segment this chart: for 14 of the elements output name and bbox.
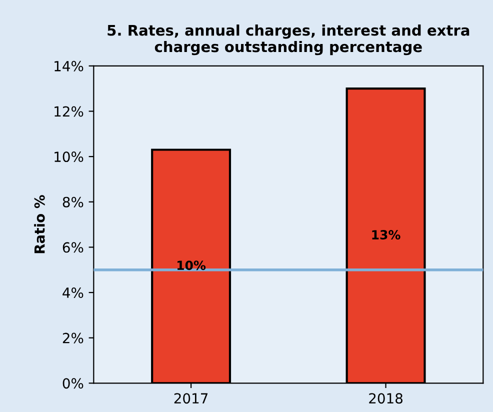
y-tick-label: 6% xyxy=(62,242,84,253)
y-tick-label: 8% xyxy=(62,196,84,208)
text: 13% xyxy=(372,230,400,240)
y-tick-label: 14% xyxy=(54,60,84,72)
y-tick-label: 12% xyxy=(54,106,84,117)
y-tick-label: 2% xyxy=(62,332,84,344)
x-tick-label: 2018 xyxy=(369,393,402,404)
y-axis-title: Ratio % xyxy=(34,195,45,254)
x-tick-label: 2017 xyxy=(174,393,208,404)
y-tick-label: 10% xyxy=(54,152,84,162)
text: 10% xyxy=(177,260,206,270)
y-tick-label: 4% xyxy=(62,287,84,298)
chart-title: 5. Rates, annual charges, interest and extra charges outstanding percentage xyxy=(108,24,470,56)
y-tick-label: 0% xyxy=(62,378,84,389)
